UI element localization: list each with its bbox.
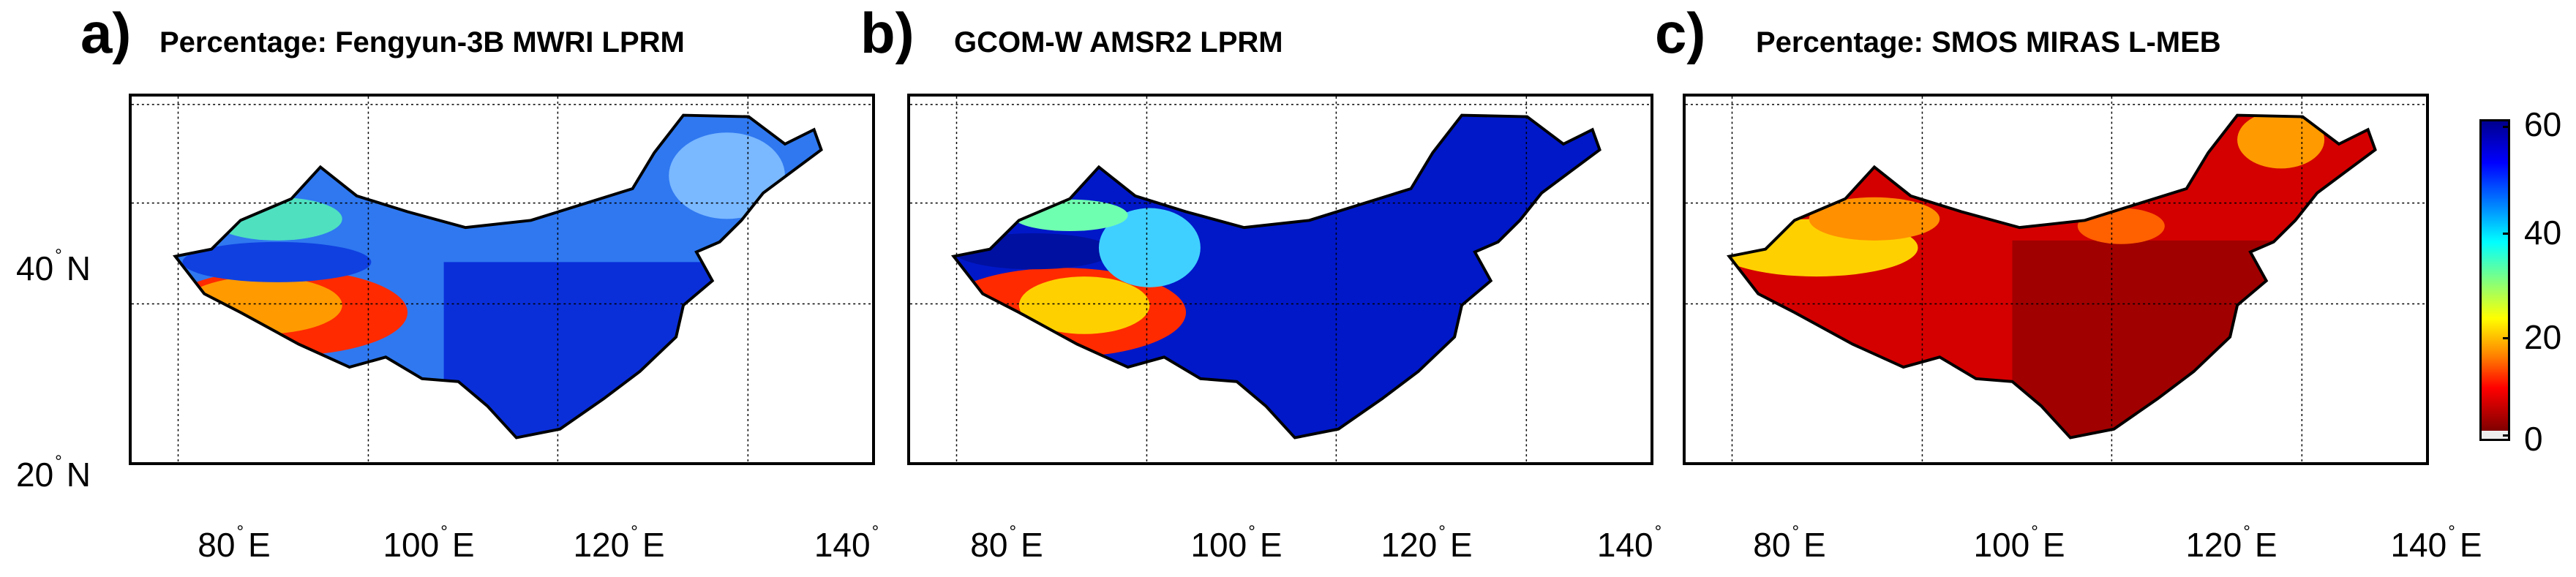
map-c-graticule [1686,97,2426,462]
colorbar-label-20: 20 [2524,318,2562,356]
colorbar-label-0: 0 [2524,420,2543,458]
map-a-graticule [132,97,872,462]
panel-b-letter: b) [860,1,915,65]
lat-label-20: 20° N [16,452,91,494]
map-b-graticule [910,97,1651,462]
map-b-outline [951,113,1601,440]
map-c-outline [1727,113,2377,440]
lon-label-a-100: 100° E [383,522,475,564]
colorbar-tickmark-20 [2503,337,2510,339]
panel-c-title: Percentage: SMOS MIRAS L-MEB [1756,26,2221,59]
lon-label-b-80: 80° E [970,522,1043,564]
lon-label-b-100: 100° E [1190,522,1283,564]
colorbar-tickmark-40 [2503,233,2510,235]
map-panel-b [907,94,1653,465]
map-panel-a [129,94,875,465]
colorbar-tickmark-60 [2503,126,2510,128]
lon-label-c-120: 120° E [2185,522,2278,564]
lon-label-b-140: 140° [1596,522,1662,564]
map-a-svg [132,97,872,462]
colorbar-tickmark-0 [2503,434,2510,437]
lon-label-c-100: 100° E [1973,522,2065,564]
lat-label-40: 40° N [16,246,91,287]
panel-c-letter: c) [1655,1,1706,65]
panel-a-letter: a) [80,1,132,65]
colorbar-label-60: 60 [2524,105,2562,143]
lon-label-b-120: 120° E [1381,522,1473,564]
map-c-svg [1686,97,2426,462]
colorbar [2479,119,2510,441]
lon-label-c-80: 80° E [1753,522,1826,564]
lon-label-c-140: 140° E [2390,522,2482,564]
map-b-svg [910,97,1651,462]
map-panel-c [1683,94,2429,465]
lon-label-a-120: 120° E [573,522,665,564]
panel-b-title: GCOM-W AMSR2 LPRM [954,26,1283,59]
lon-label-a-80: 80° E [198,522,271,564]
panel-a-title: Percentage: Fengyun-3B MWRI LPRM [159,26,685,59]
map-a-outline [173,113,823,440]
colorbar-label-40: 40 [2524,214,2562,252]
lon-label-a-140: 140° [814,522,879,564]
